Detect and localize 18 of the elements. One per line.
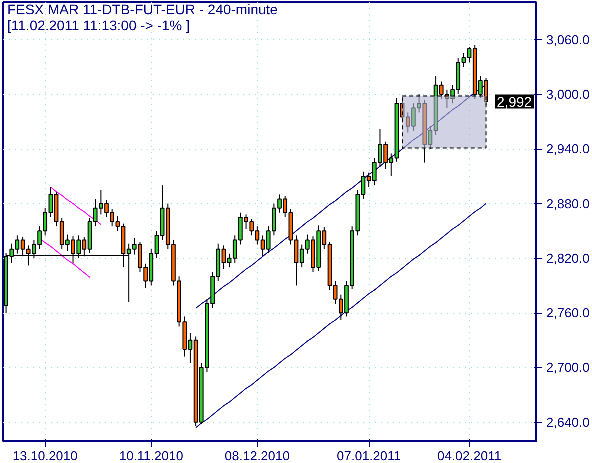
x-tick-label: 08.12.2010 [224,448,290,463]
x-tick-label: 10.11.2010 [119,448,184,463]
y-tick-label: 2,640.0 [546,414,590,430]
line-series [50,186,102,226]
y-tick-label: 2,700.0 [546,360,590,376]
y-tick-label: 2,940.0 [546,142,590,157]
y-tick-label: 3,000.0 [546,86,590,102]
x-tick-label: 07.01.2011 [337,448,402,463]
text: 2,992 [497,94,532,110]
line-series [196,203,487,428]
y-tick-label: 3,060.0 [546,32,590,48]
x-tick-label: 13.10.2010 [12,448,78,463]
text: [11.02.2011 11:13:00 -> -1% ] [8,18,190,34]
y-tick-label: 2,880.0 [546,196,590,212]
x-tick-label: 04.02.2011 [437,448,502,463]
y-tick-label: 2,760.0 [546,306,590,321]
chart-title: FESX MAR 11-DTB-FUT-EUR - 240-minute [8,2,278,18]
y-tick-label: 2,820.0 [546,250,590,266]
